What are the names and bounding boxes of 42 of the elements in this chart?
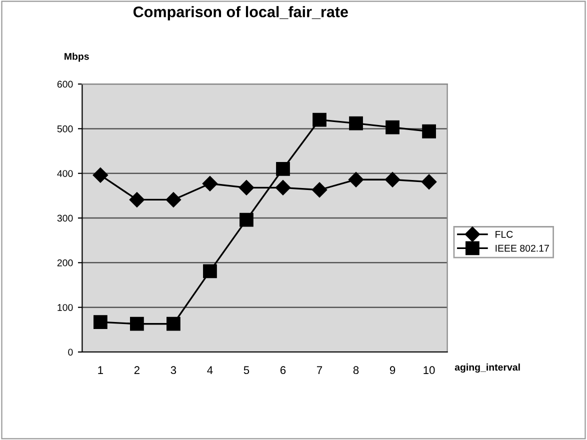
x-tick-label: 9 bbox=[390, 366, 396, 374]
y-tick-label: 0 bbox=[68, 348, 73, 356]
point bbox=[238, 180, 254, 196]
y-tick-label: 600 bbox=[57, 80, 73, 88]
point bbox=[166, 192, 182, 208]
point bbox=[349, 116, 363, 130]
point bbox=[203, 264, 217, 278]
x-tick-label: 1 bbox=[98, 366, 103, 374]
y-tick-label: 200 bbox=[57, 259, 73, 266]
point bbox=[129, 192, 145, 208]
point bbox=[312, 112, 326, 127]
point bbox=[386, 120, 400, 134]
point bbox=[348, 172, 364, 188]
y-axis-title: Mbps bbox=[64, 52, 89, 62]
legend-label: FLC bbox=[496, 230, 513, 238]
chart-title: Comparison of local_fair_rate bbox=[133, 6, 348, 20]
x-tick-label: 8 bbox=[353, 366, 359, 374]
point bbox=[275, 180, 291, 196]
x-tick-label: 6 bbox=[280, 366, 286, 374]
x-axis-title: aging_interval bbox=[454, 364, 520, 373]
y-tick-label: 500 bbox=[57, 125, 73, 132]
point bbox=[384, 172, 400, 188]
point bbox=[130, 316, 144, 331]
point bbox=[93, 315, 108, 330]
legend-label: IEEE 802.17 bbox=[496, 244, 549, 252]
x-tick-label: 3 bbox=[170, 366, 176, 374]
y-tick-label: 100 bbox=[58, 304, 73, 311]
x-tick-label: 10 bbox=[424, 366, 435, 374]
point bbox=[312, 182, 328, 198]
x-tick-label: 4 bbox=[207, 366, 213, 374]
x-tick-label: 7 bbox=[316, 366, 322, 374]
point bbox=[421, 174, 437, 190]
point bbox=[202, 176, 218, 192]
point bbox=[240, 212, 254, 227]
point bbox=[422, 124, 436, 138]
y-tick-label: 400 bbox=[57, 170, 73, 177]
x-tick-label: 2 bbox=[134, 366, 140, 374]
x-tick-label: 5 bbox=[244, 366, 250, 374]
point bbox=[166, 316, 180, 331]
point bbox=[92, 168, 108, 183]
y-tick-label: 300 bbox=[57, 214, 73, 222]
point bbox=[276, 162, 290, 176]
